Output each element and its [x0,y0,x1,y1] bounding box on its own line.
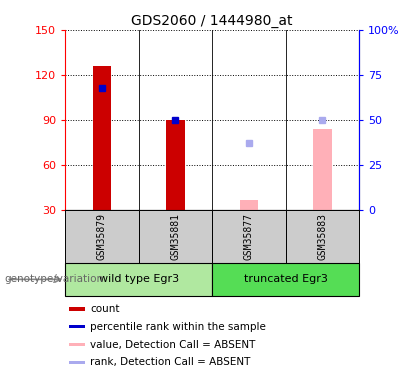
Bar [240,200,258,210]
Bar [166,120,184,210]
Bar [68,361,85,364]
Text: truncated Egr3: truncated Egr3 [244,274,328,284]
Bar [65,210,139,262]
Text: percentile rank within the sample: percentile rank within the sample [90,322,266,332]
Text: value, Detection Call = ABSENT: value, Detection Call = ABSENT [90,339,255,350]
Text: GSM35881: GSM35881 [171,213,180,260]
Bar [313,129,331,210]
Bar [212,262,359,296]
Text: wild type Egr3: wild type Egr3 [99,274,178,284]
Text: GSM35879: GSM35879 [97,213,107,260]
Text: genotype/variation: genotype/variation [4,274,103,284]
Text: GSM35883: GSM35883 [318,213,327,260]
Bar [93,66,111,210]
Bar [65,262,212,296]
Text: rank, Detection Call = ABSENT: rank, Detection Call = ABSENT [90,357,250,368]
Bar [68,307,85,310]
Text: GSM35877: GSM35877 [244,213,254,260]
Bar [68,343,85,346]
Bar [68,325,85,328]
Bar [139,210,212,262]
Text: count: count [90,304,120,314]
Bar [286,210,359,262]
Bar [212,210,286,262]
Title: GDS2060 / 1444980_at: GDS2060 / 1444980_at [131,13,293,28]
